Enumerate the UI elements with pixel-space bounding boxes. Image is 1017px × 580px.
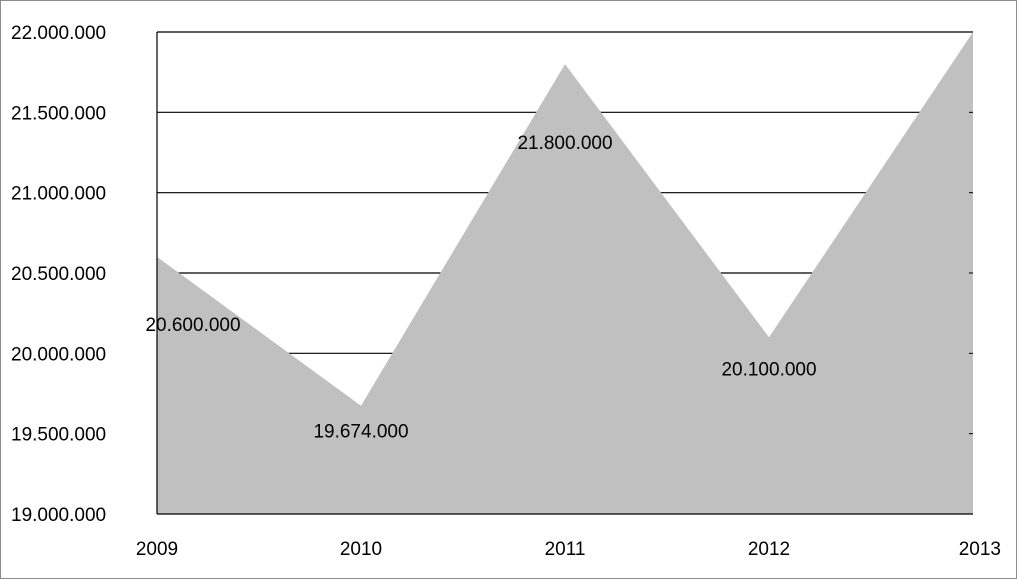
x-tick-label: 2011	[545, 539, 586, 560]
x-tick-label: 2009	[136, 539, 178, 560]
y-tick-label: 21.500.000	[11, 103, 106, 124]
y-tick-label: 20.000.000	[11, 344, 106, 365]
data-label: 19.674.000	[313, 422, 408, 443]
data-labels: 20.600.000 19.674.000 21.800.000 20.100.000	[145, 133, 816, 443]
y-tick-label: 22.000.000	[11, 23, 106, 44]
area-series	[157, 32, 973, 514]
x-axis-tick-labels: 2009 2010 2011 2012 2013	[136, 539, 1001, 560]
y-tick-label: 19.500.000	[11, 425, 106, 446]
data-label: 21.800.000	[517, 133, 612, 154]
y-axis-tick-labels: 19.000.000 19.500.000 20.000.000 20.500.000…	[11, 23, 106, 526]
axes	[156, 31, 973, 515]
data-label: 20.600.000	[145, 315, 240, 336]
x-tick-label: 2012	[748, 539, 790, 560]
y-tick-label: 19.000.000	[11, 505, 106, 526]
area-series-fill	[157, 32, 973, 514]
y-tick-label: 20.500.000	[11, 264, 106, 285]
y-tick-label: 21.000.000	[11, 184, 106, 205]
data-label: 20.100.000	[721, 359, 816, 380]
x-tick-label: 2010	[340, 539, 382, 560]
x-tick-label: 2013	[959, 539, 1001, 560]
